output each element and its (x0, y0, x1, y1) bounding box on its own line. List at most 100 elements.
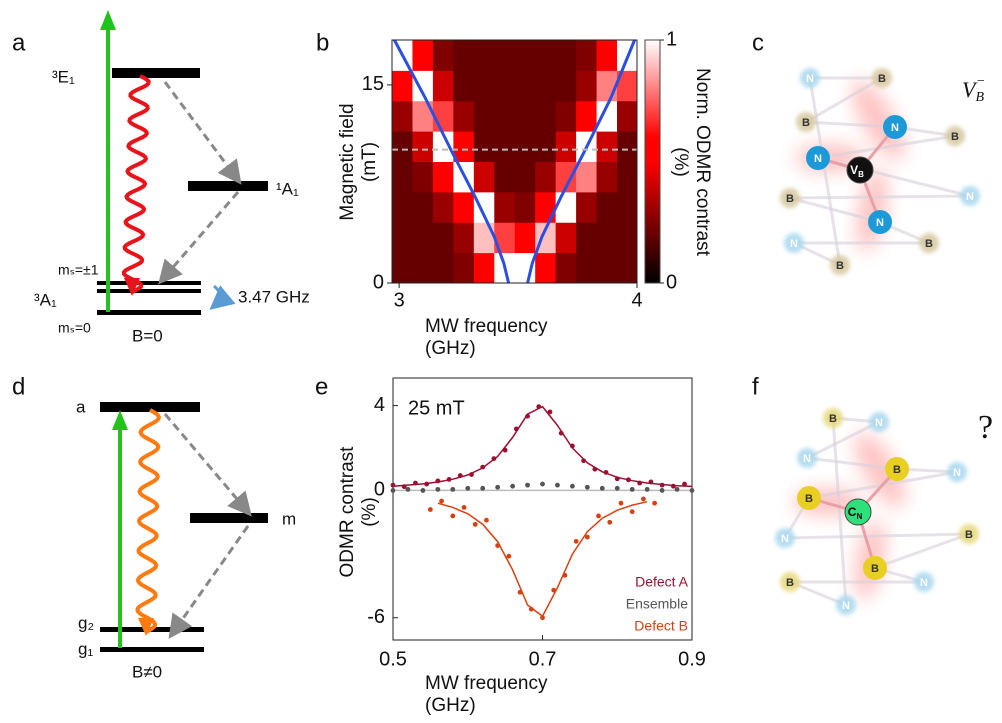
heatmap-cell (555, 70, 577, 102)
atom (872, 68, 892, 88)
y-tick-label: 0 (373, 271, 384, 293)
fit-curve (393, 39, 511, 284)
y-tick-label: 4 (374, 394, 385, 416)
heatmap-cell (473, 191, 495, 223)
heatmap-cell (432, 222, 454, 254)
atom (885, 457, 909, 481)
atom (836, 595, 856, 615)
atom-label: B (829, 413, 837, 425)
level-bar (100, 402, 200, 412)
heatmap-cell (392, 191, 413, 223)
atom-label: B (951, 131, 959, 143)
heatmap-cell (576, 252, 598, 284)
data-point (652, 500, 658, 506)
data-point (405, 486, 411, 492)
atom (775, 528, 795, 548)
splitting-arrow (209, 284, 236, 310)
heatmap-cell (412, 222, 434, 254)
atom-label: N (814, 153, 822, 165)
panel-letter: e (315, 373, 328, 400)
heatmap-cell (576, 40, 598, 71)
atom (797, 448, 817, 468)
panel-a: a ³E₁ ¹A₁ mₛ=±1 ³A₁ mₛ=0 B=0 3.47 GHz (12, 10, 310, 345)
data-point (528, 606, 534, 612)
x-tick-label: 3 (394, 289, 405, 311)
atom (823, 408, 843, 428)
isc-arrow (158, 191, 240, 285)
data-point (581, 458, 587, 464)
level-label: a (76, 397, 86, 416)
data-point (641, 496, 646, 502)
level-label: ³A₁ (34, 290, 57, 309)
heatmap-cell (617, 191, 638, 223)
atom-label: N (891, 122, 899, 134)
level-label: mₛ=0 (58, 320, 91, 336)
heatmap-cell (494, 191, 516, 223)
isc-arrow (168, 525, 250, 639)
question-mark: ? (978, 409, 993, 446)
heatmap-cell (617, 222, 638, 254)
bond (789, 194, 971, 200)
data-point (540, 615, 545, 621)
atom-label: B (871, 563, 879, 575)
legend-label: Defect A (635, 574, 689, 590)
heatmap-cell (514, 222, 536, 254)
heatmap-cell (617, 100, 638, 132)
data-point (465, 485, 471, 491)
data-point (596, 513, 601, 519)
emission-arrow (135, 408, 162, 634)
x-axis-label-line: MW frequency (425, 673, 548, 694)
data-point (491, 456, 497, 462)
data-point (502, 447, 508, 453)
atom (800, 68, 820, 88)
colorbar-tick-label: 0 (666, 271, 677, 293)
level-label: ³E₁ (52, 67, 75, 86)
heatmap-cell (535, 191, 557, 223)
level-bar (188, 181, 268, 191)
bond (789, 580, 847, 607)
defect-label: CN (848, 505, 863, 521)
heatmap-cell (514, 70, 536, 102)
atom-label: N (842, 600, 850, 612)
data-point (510, 483, 515, 489)
heatmap-cell (535, 70, 557, 102)
heatmap-cell (514, 191, 536, 223)
heatmap-cell (576, 222, 598, 254)
heatmap-cell (392, 100, 413, 132)
heatmap-cell (576, 100, 598, 132)
emission-arrow (121, 74, 151, 294)
heatmap-cell (514, 131, 536, 162)
heatmap-cell (392, 131, 413, 162)
bond (805, 120, 896, 129)
heatmap-cell (473, 131, 495, 162)
heatmap-cell (473, 222, 495, 254)
data-point (495, 543, 501, 548)
heatmap-cell (555, 161, 577, 193)
glow (854, 432, 906, 508)
heatmap-cell (432, 100, 454, 132)
heatmap-cell (596, 191, 618, 223)
atom-label: B (965, 529, 973, 541)
panel-letter: c (752, 29, 764, 56)
atom (914, 572, 934, 592)
data-point (674, 486, 680, 492)
heatmap-cell (473, 40, 495, 71)
heatmap-cell (555, 131, 577, 162)
atom-label: N (966, 191, 974, 203)
data-point (670, 483, 676, 489)
heatmap-cell (412, 40, 434, 71)
heatmap-cell (535, 161, 557, 193)
heatmap-cell (412, 100, 434, 132)
data-point (472, 521, 478, 527)
heatmap-cell (494, 40, 516, 71)
atom (960, 186, 980, 206)
heatmap-cell (555, 191, 577, 223)
heatmap-cell (617, 161, 638, 193)
heatmap-cell (535, 100, 557, 132)
plot-frame (392, 377, 693, 641)
bond (806, 456, 898, 471)
level-label: ¹A₁ (276, 179, 299, 198)
atom-label: N (953, 467, 961, 479)
heatmap-cell (576, 191, 598, 223)
atom (919, 233, 939, 253)
